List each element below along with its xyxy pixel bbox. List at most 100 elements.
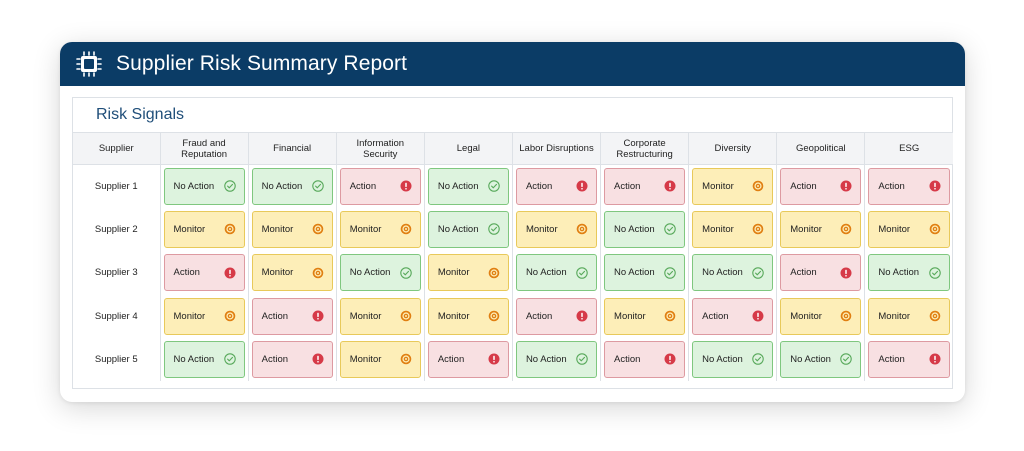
status-badge-noaction[interactable]: No Action bbox=[692, 254, 774, 292]
supplier-name: Supplier 5 bbox=[94, 353, 138, 365]
status-badge-noaction[interactable]: No Action bbox=[604, 210, 686, 248]
status-label: Action bbox=[878, 180, 905, 192]
status-badge-noaction[interactable]: No Action bbox=[780, 340, 862, 378]
status-label: Action bbox=[790, 180, 817, 192]
status-badge-action[interactable]: Action bbox=[339, 167, 421, 205]
risk-cell: Action bbox=[776, 164, 865, 208]
status-badge-noaction[interactable]: No Action bbox=[339, 254, 421, 292]
status-label: Monitor bbox=[261, 267, 294, 279]
status-label: Monitor bbox=[878, 223, 911, 235]
check-circle-icon bbox=[488, 223, 500, 236]
status-badge-noaction[interactable]: No Action bbox=[163, 167, 245, 205]
status-badge-action[interactable]: Action bbox=[251, 340, 333, 378]
column-header-legal: Legal bbox=[423, 132, 513, 165]
risk-cell: Action bbox=[600, 337, 689, 381]
status-badge-monitor[interactable]: Monitor bbox=[780, 210, 862, 248]
status-badge-noaction[interactable]: No Action bbox=[251, 167, 333, 205]
status-badge-action[interactable]: Action bbox=[692, 297, 774, 335]
status-badge-monitor[interactable]: Monitor bbox=[163, 297, 245, 335]
risk-cell: Monitor bbox=[688, 207, 777, 252]
status-badge-action[interactable]: Action bbox=[251, 297, 333, 335]
risk-cell: Monitor bbox=[247, 251, 337, 295]
status-badge-monitor[interactable]: Monitor bbox=[692, 210, 774, 248]
status-label: Monitor bbox=[525, 223, 558, 235]
column-header-financial: Financial bbox=[247, 132, 337, 165]
status-badge-noaction[interactable]: No Action bbox=[515, 340, 598, 378]
risk-cell: Monitor bbox=[600, 294, 689, 338]
risk-cell: Monitor bbox=[159, 207, 249, 252]
table-row: Supplier 4 Monitor Action Monitor Monitor Act… bbox=[73, 294, 953, 338]
status-badge-monitor[interactable]: Monitor bbox=[251, 210, 333, 248]
status-badge-monitor[interactable]: Monitor bbox=[163, 210, 245, 248]
table-row: Supplier 2 Monitor Monitor Monitor No Action… bbox=[73, 207, 953, 252]
risk-cell: No Action bbox=[423, 207, 513, 252]
status-badge-monitor[interactable]: Monitor bbox=[604, 297, 686, 335]
risk-cell: Monitor bbox=[688, 164, 777, 208]
status-badge-noaction[interactable]: No Action bbox=[692, 340, 774, 378]
status-label: Action bbox=[173, 267, 200, 279]
status-badge-monitor[interactable]: Monitor bbox=[515, 210, 598, 248]
status-badge-monitor[interactable]: Monitor bbox=[251, 254, 333, 292]
status-badge-noaction[interactable]: No Action bbox=[515, 254, 598, 292]
status-label: Monitor bbox=[437, 310, 470, 322]
table-row: Supplier 5 No Action Action Monitor Action No… bbox=[73, 337, 953, 381]
status-badge-noaction[interactable]: No Action bbox=[427, 167, 509, 205]
status-label: No Action bbox=[702, 267, 743, 279]
check-circle-icon bbox=[576, 266, 588, 279]
status-badge-monitor[interactable]: Monitor bbox=[427, 297, 509, 335]
status-badge-monitor[interactable]: Monitor bbox=[339, 340, 421, 378]
status-label: No Action bbox=[173, 180, 215, 192]
status-badge-noaction[interactable]: No Action bbox=[604, 254, 686, 292]
status-label: No Action bbox=[790, 353, 831, 365]
status-badge-monitor[interactable]: Monitor bbox=[868, 210, 950, 248]
status-badge-action[interactable]: Action bbox=[604, 340, 686, 378]
status-badge-monitor[interactable]: Monitor bbox=[692, 167, 774, 205]
exclamation-circle-icon bbox=[312, 353, 324, 365]
risk-cell: Action bbox=[247, 337, 337, 381]
risk-cell: No Action bbox=[688, 251, 777, 295]
status-label: Monitor bbox=[790, 223, 822, 235]
risk-cell: Monitor bbox=[864, 294, 953, 338]
table-row: Supplier 3 Action Monitor No Action Monitor N… bbox=[73, 251, 953, 295]
status-badge-action[interactable]: Action bbox=[780, 254, 862, 292]
target-icon bbox=[224, 223, 236, 235]
status-label: Action bbox=[349, 180, 377, 192]
status-badge-action[interactable]: Action bbox=[868, 167, 950, 205]
status-badge-monitor[interactable]: Monitor bbox=[868, 297, 950, 335]
status-label: Monitor bbox=[790, 310, 822, 322]
target-icon bbox=[312, 223, 324, 235]
status-badge-monitor[interactable]: Monitor bbox=[427, 254, 509, 292]
target-icon bbox=[224, 310, 236, 322]
status-label: Monitor bbox=[349, 223, 382, 235]
status-badge-action[interactable]: Action bbox=[515, 297, 598, 335]
risk-cell: Action bbox=[423, 337, 513, 381]
status-badge-action[interactable]: Action bbox=[427, 340, 509, 378]
status-badge-monitor[interactable]: Monitor bbox=[339, 210, 421, 248]
risk-cell: Action bbox=[511, 294, 601, 338]
status-badge-noaction[interactable]: No Action bbox=[868, 254, 950, 292]
status-label: Action bbox=[261, 353, 289, 365]
check-circle-icon bbox=[752, 353, 765, 366]
status-badge-action[interactable]: Action bbox=[780, 167, 862, 205]
status-badge-monitor[interactable]: Monitor bbox=[339, 297, 421, 335]
target-icon bbox=[312, 267, 324, 279]
risk-cell: No Action bbox=[511, 251, 601, 295]
risk-cell: Monitor bbox=[776, 207, 865, 252]
status-badge-action[interactable]: Action bbox=[515, 167, 598, 205]
status-badge-action[interactable]: Action bbox=[868, 340, 950, 378]
status-badge-noaction[interactable]: No Action bbox=[427, 210, 509, 248]
exclamation-circle-icon bbox=[488, 353, 500, 365]
exclamation-circle-icon bbox=[840, 267, 852, 279]
status-badge-action[interactable]: Action bbox=[604, 167, 686, 205]
status-badge-monitor[interactable]: Monitor bbox=[780, 297, 862, 335]
status-badge-action[interactable]: Action bbox=[163, 254, 245, 292]
status-label: Action bbox=[525, 180, 553, 192]
status-label: Action bbox=[614, 180, 641, 192]
risk-cell: Monitor bbox=[247, 207, 337, 252]
exclamation-circle-icon bbox=[312, 310, 324, 322]
status-label: No Action bbox=[702, 353, 743, 365]
status-badge-noaction[interactable]: No Action bbox=[163, 340, 245, 378]
supplier-name: Supplier 3 bbox=[94, 267, 138, 279]
risk-cell: Monitor bbox=[335, 337, 425, 381]
risk-cell: Action bbox=[511, 164, 601, 208]
